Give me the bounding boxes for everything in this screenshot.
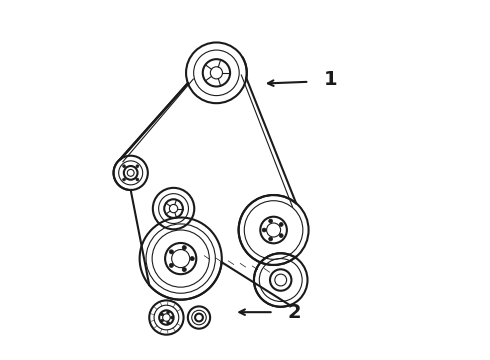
Circle shape (171, 316, 173, 319)
Circle shape (182, 246, 186, 250)
Circle shape (122, 178, 125, 181)
Circle shape (262, 228, 266, 232)
Circle shape (167, 311, 170, 314)
Circle shape (170, 263, 173, 267)
Circle shape (269, 237, 272, 241)
Circle shape (182, 267, 186, 271)
Circle shape (170, 250, 173, 254)
Circle shape (122, 165, 125, 167)
Circle shape (190, 257, 194, 261)
Text: 2: 2 (288, 303, 301, 322)
Circle shape (167, 321, 170, 324)
Circle shape (136, 178, 139, 181)
Text: 1: 1 (323, 71, 337, 90)
Circle shape (279, 222, 283, 226)
Circle shape (279, 234, 283, 238)
Circle shape (161, 313, 163, 316)
Circle shape (269, 219, 272, 223)
Circle shape (161, 319, 163, 322)
Circle shape (136, 165, 139, 167)
